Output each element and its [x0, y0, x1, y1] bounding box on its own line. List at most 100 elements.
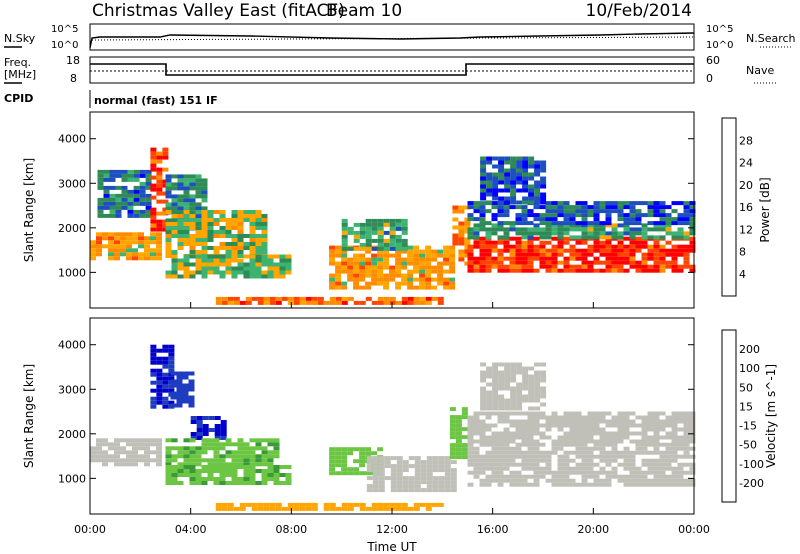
power-cell	[575, 213, 582, 218]
velocity-cell	[273, 469, 280, 473]
power-cell	[540, 160, 547, 165]
power-cell	[521, 231, 528, 236]
power-cell	[581, 240, 588, 245]
power-cell	[171, 226, 178, 230]
power-cell	[479, 248, 486, 253]
velocity-cell	[165, 462, 172, 467]
power-cell	[347, 261, 354, 266]
velocity-cell	[641, 439, 648, 444]
velocity-cell	[563, 478, 570, 483]
power-colorbar-tick: 12	[739, 223, 753, 236]
velocity-cell	[372, 464, 379, 469]
velocity-cell	[497, 462, 504, 467]
power-cell	[139, 193, 146, 198]
power-cell	[165, 206, 172, 211]
velocity-cell	[455, 447, 462, 452]
power-cell	[195, 206, 202, 211]
power-cell	[467, 213, 474, 218]
power-cell	[623, 231, 630, 236]
power-cell	[551, 205, 558, 210]
power-cell	[383, 281, 390, 286]
velocity-cell	[108, 458, 114, 463]
velocity-cell	[114, 450, 120, 455]
velocity-cell	[647, 419, 654, 424]
velocity-cell	[267, 473, 274, 477]
velocity-cell	[479, 423, 486, 428]
power-cell	[551, 209, 558, 214]
power-cell	[540, 196, 547, 201]
velocity-cell	[359, 447, 366, 452]
power-cell	[183, 218, 190, 222]
velocity-cell	[261, 477, 268, 481]
velocity-cell	[503, 450, 510, 455]
power-cell	[539, 231, 546, 236]
power-cell	[479, 209, 486, 214]
power-cell	[145, 177, 152, 182]
power-cell	[545, 248, 552, 253]
power-cell	[485, 240, 492, 245]
freq-left-tick-top: 18	[66, 54, 80, 67]
velocity-cell	[196, 420, 203, 424]
velocity-cell	[156, 450, 162, 455]
power-cell	[449, 245, 456, 250]
velocity-cell	[231, 454, 238, 459]
power-cell	[261, 230, 268, 234]
power-cell	[413, 245, 420, 250]
velocity-cell	[237, 438, 244, 443]
power-cell	[623, 248, 630, 253]
power-cell	[516, 176, 523, 181]
velocity-cell	[231, 469, 238, 473]
power-cell	[458, 209, 465, 214]
power-cell	[249, 250, 256, 254]
power-cell	[121, 173, 128, 178]
velocity-cell	[479, 466, 486, 471]
power-cell	[263, 296, 270, 301]
velocity-cell	[366, 488, 373, 493]
power-cell	[677, 235, 684, 240]
power-cell	[207, 270, 214, 275]
power-cell	[365, 285, 372, 290]
power-cell	[629, 209, 636, 214]
velocity-cell	[581, 442, 588, 447]
velocity-cell	[563, 450, 570, 455]
power-cell	[689, 268, 696, 273]
velocity-cell	[450, 484, 457, 489]
velocity-cell	[497, 439, 504, 444]
velocity-cell	[563, 415, 570, 420]
power-cell	[611, 260, 618, 265]
velocity-cell	[510, 374, 517, 379]
velocity-cell	[480, 362, 487, 367]
power-cell	[510, 200, 517, 205]
velocity-cell	[150, 388, 157, 393]
power-cell	[593, 227, 600, 232]
power-cell	[195, 214, 202, 219]
power-cell	[407, 285, 414, 290]
power-cell	[539, 235, 546, 240]
power-cell	[90, 244, 96, 249]
velocity-cell	[207, 446, 214, 451]
power-cell	[629, 244, 636, 249]
power-cell	[629, 227, 636, 232]
power-cell	[647, 268, 654, 273]
power-cell	[485, 256, 492, 261]
power-cell	[162, 227, 169, 232]
velocity-cell	[665, 454, 672, 459]
velocity-cell	[432, 488, 439, 493]
velocity-cell	[611, 450, 618, 455]
velocity-cell	[165, 469, 172, 473]
power-cell	[605, 264, 612, 269]
velocity-cell	[641, 458, 648, 463]
power-cell	[383, 218, 390, 223]
velocity-cell	[497, 435, 504, 440]
power-cell	[177, 246, 184, 250]
velocity-cell	[114, 442, 120, 447]
velocity-cell	[162, 360, 169, 365]
power-cell	[492, 176, 499, 181]
power-cell	[437, 261, 444, 266]
velocity-cell	[623, 411, 630, 416]
power-cell	[491, 256, 498, 261]
power-cell	[480, 184, 487, 189]
power-cell	[207, 214, 214, 218]
power-cell	[611, 201, 618, 206]
velocity-cell	[177, 454, 184, 459]
